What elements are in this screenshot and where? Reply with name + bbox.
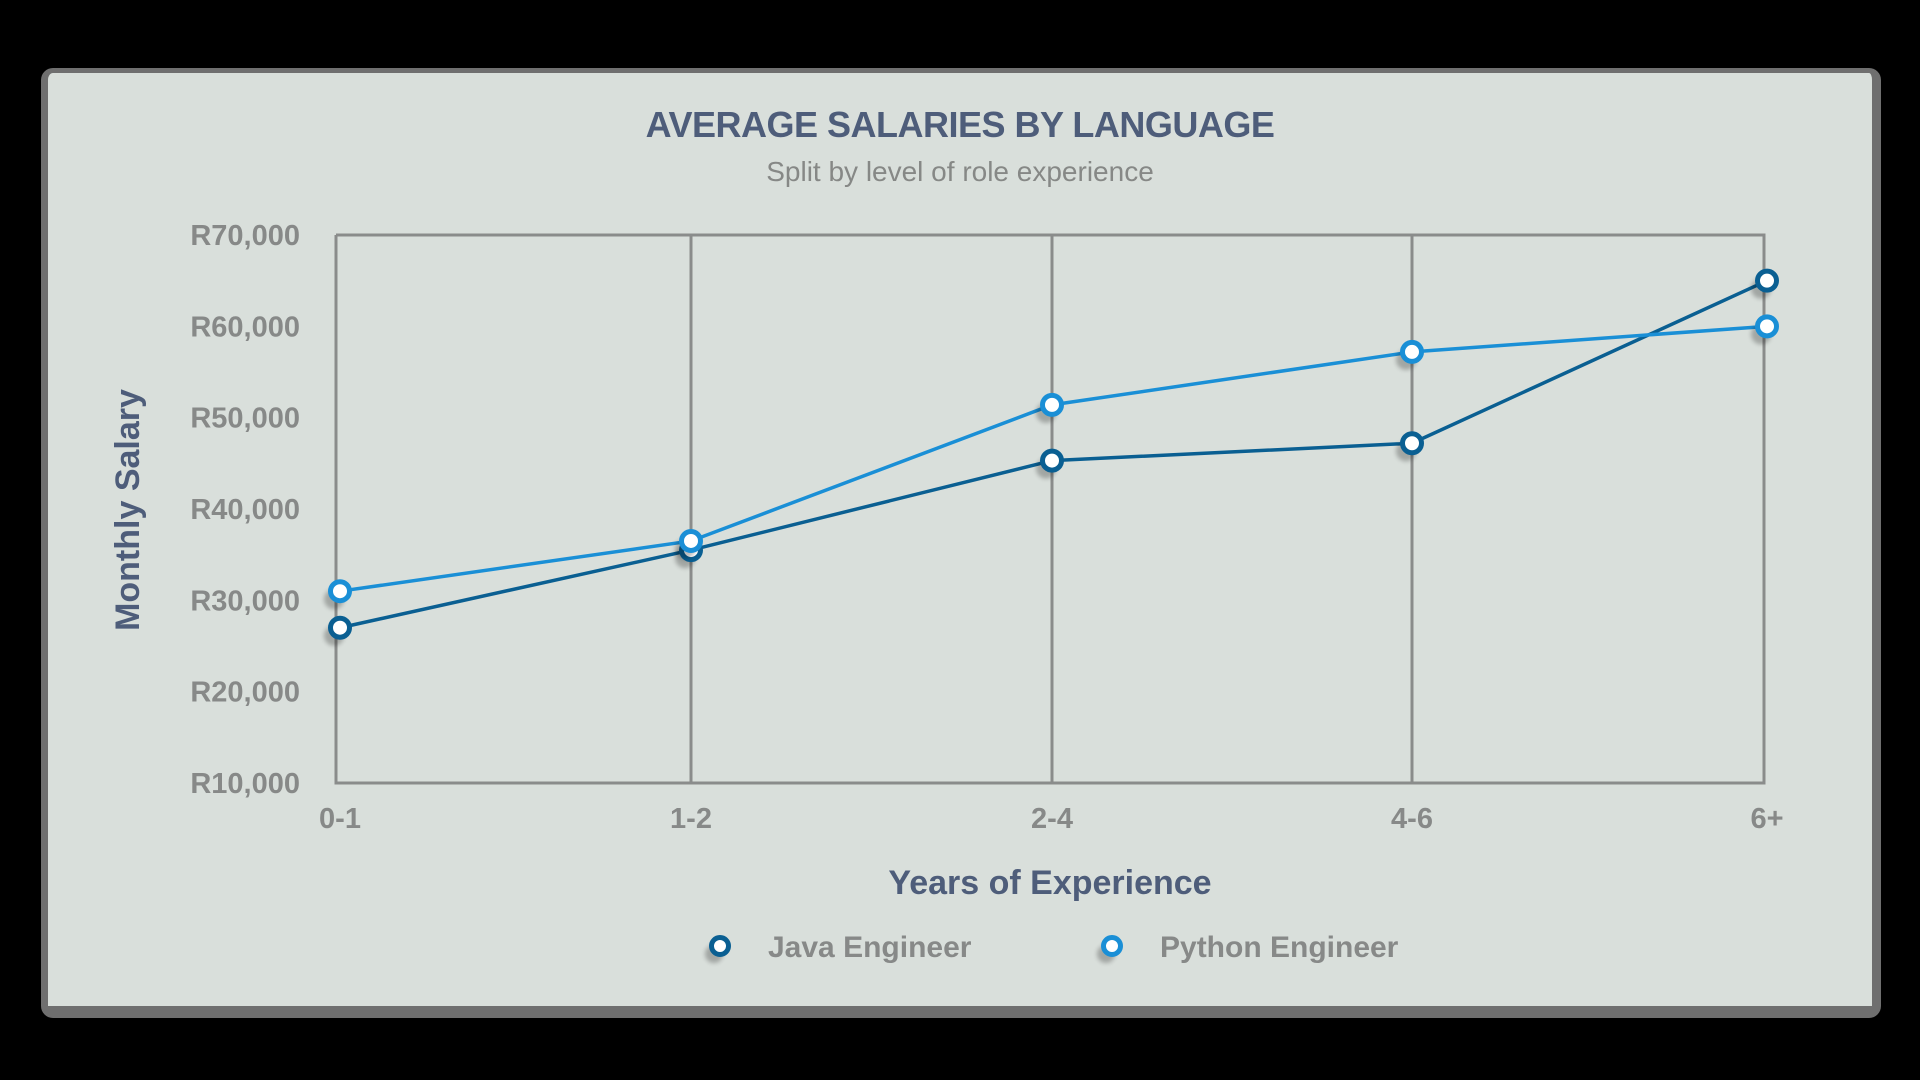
data-point-marker bbox=[1040, 392, 1064, 417]
legend-item: Java Engineer bbox=[705, 931, 972, 964]
plot-frame bbox=[334, 233, 1766, 785]
x-tick-label: 6+ bbox=[1750, 803, 1783, 835]
legend-marker-icon bbox=[1101, 935, 1123, 957]
x-tick-label: 4-6 bbox=[1391, 803, 1433, 835]
y-tick-label: R60,000 bbox=[190, 311, 300, 343]
y-tick-label: R40,000 bbox=[190, 494, 300, 526]
data-point-marker bbox=[1400, 431, 1424, 456]
x-axis-title: Years of Experience bbox=[888, 864, 1211, 902]
legend-label: Java Engineer bbox=[768, 931, 972, 964]
plot-grid bbox=[334, 233, 1766, 785]
data-point-marker bbox=[1400, 339, 1424, 364]
legend-item: Python Engineer bbox=[1097, 931, 1399, 964]
data-point-marker bbox=[1755, 314, 1779, 339]
x-tick-label: 0-1 bbox=[319, 803, 361, 835]
legend: Java Engineer Python Engineer bbox=[705, 931, 1399, 964]
legend-marker-icon bbox=[709, 935, 731, 957]
y-tick-label: R30,000 bbox=[190, 585, 300, 617]
data-point-marker bbox=[328, 579, 352, 604]
y-tick-label: R50,000 bbox=[190, 403, 300, 435]
data-point-marker bbox=[1040, 448, 1064, 473]
chart-title: AVERAGE SALARIES BY LANGUAGE bbox=[645, 104, 1275, 145]
series-lines bbox=[324, 268, 1779, 646]
chart-subtitle: Split by level of role experience bbox=[766, 156, 1154, 187]
y-tick-label: R70,000 bbox=[190, 220, 300, 252]
chart-card bbox=[41, 68, 1881, 1018]
data-point-marker bbox=[679, 528, 703, 553]
legend-label: Python Engineer bbox=[1160, 931, 1399, 964]
x-axis-ticks: 0-1 1-2 2-4 4-6 6+ bbox=[319, 803, 1784, 835]
y-tick-label: R10,000 bbox=[190, 768, 300, 800]
data-point-marker bbox=[1755, 268, 1779, 293]
data-point-marker bbox=[328, 615, 352, 640]
x-tick-label: 2-4 bbox=[1031, 803, 1073, 835]
y-axis-ticks: R10,000 R20,000 R30,000 R40,000 R50,000 R60,0… bbox=[190, 220, 300, 800]
x-tick-label: 1-2 bbox=[670, 803, 712, 835]
y-axis-title: Monthly Salary bbox=[109, 389, 147, 631]
y-tick-label: R20,000 bbox=[190, 677, 300, 709]
